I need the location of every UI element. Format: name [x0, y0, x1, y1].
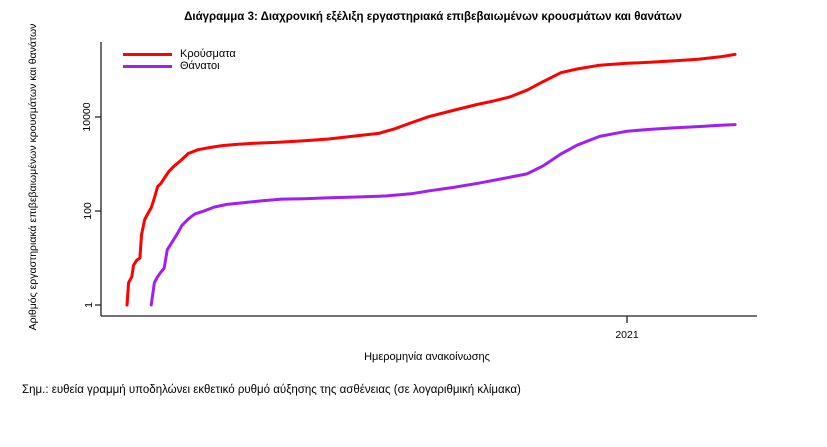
- y-tick-label-1: 1: [83, 302, 95, 308]
- legend-deaths-label: Θάνατοι: [180, 60, 220, 72]
- cases-line-swatch: [123, 52, 172, 56]
- y-tick-label-10000: 10000: [81, 102, 93, 132]
- deaths-line-swatch: [123, 64, 172, 68]
- y-tick-label-100: 100: [82, 202, 94, 220]
- x-axis-label: Ημερομηνία ανακοίνωσης: [364, 351, 490, 363]
- legend-item-cases: Κρούσματα: [123, 48, 236, 60]
- legend-item-deaths: Θάνατοι: [123, 60, 236, 72]
- figure-title: Διάγραμμα 3: Διαχρονική εξέλιξη εργαστηρ…: [184, 11, 682, 23]
- cases-line: [125, 52, 737, 307]
- figure-note: Σημ.: ευθεία γραμμή υποδηλώνει εκθετικό …: [22, 384, 521, 396]
- y-axis-label: Αριθμός εργαστηριακά επιβεβαιωμένων κρου…: [27, 23, 39, 331]
- x-tick-label-2021: 2021: [615, 329, 639, 341]
- deaths-line: [149, 123, 737, 307]
- legend: Κρούσματα Θάνατοι: [123, 48, 236, 72]
- legend-cases-label: Κρούσματα: [180, 48, 236, 60]
